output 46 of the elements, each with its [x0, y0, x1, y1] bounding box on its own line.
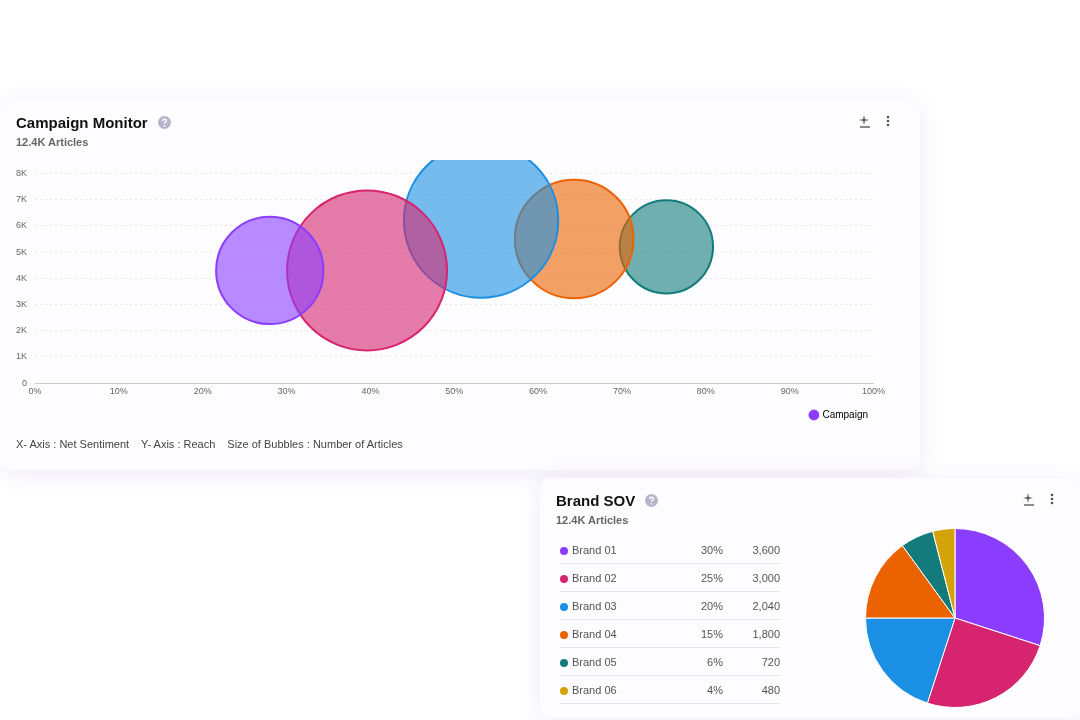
x-tick-label: 40% — [361, 386, 380, 397]
x-tick-label: 80% — [696, 386, 715, 397]
y-tick-label: 5K — [15, 246, 28, 257]
x-tick-label: 10% — [109, 386, 128, 397]
x-tick-label: 70% — [612, 386, 631, 397]
chart-subtitle: 12.4K Articles — [556, 514, 629, 526]
x-tick-label: 100% — [861, 386, 886, 397]
text: 3,000 — [722, 563, 780, 592]
text: 3,600 — [722, 536, 780, 564]
legend-label: Brand 02 — [572, 571, 617, 584]
y-tick-label: 8K — [15, 167, 28, 178]
text: 2,040 — [722, 591, 780, 620]
x-tick-label: 90% — [780, 386, 799, 397]
legend-label: Campaign — [822, 408, 869, 420]
y-tick-label: 4K — [15, 272, 28, 283]
x-tick-label: 30% — [277, 386, 296, 397]
text: 480 — [722, 675, 780, 704]
data-label: 6% — [677, 647, 723, 676]
legend-label: Brand 03 — [572, 599, 617, 612]
x-tick-label: 20% — [193, 386, 212, 397]
data-label: 25% — [677, 563, 723, 592]
y-tick-label: 3K — [15, 299, 28, 310]
x-tick-label: 0% — [28, 386, 42, 397]
legend-label: Brand 01 — [572, 543, 617, 556]
chart-title: Brand SOV — [556, 492, 636, 509]
legend-label: Brand 04 — [572, 627, 617, 640]
legend-label: Brand 06 — [572, 683, 617, 696]
data-label: 4% — [677, 675, 723, 704]
data-label: 20% — [677, 591, 723, 620]
y-tick-label: 6K — [15, 220, 28, 231]
text: X- Axis : Net Sentiment — [16, 438, 130, 450]
y-tick-label: 7K — [15, 194, 28, 205]
y-tick-label: 2K — [15, 325, 28, 336]
data-label: 30% — [677, 536, 723, 564]
text: Size of Bubbles : Number of Articles — [227, 438, 403, 450]
legend-label: Brand 05 — [572, 655, 617, 668]
text: 1,800 — [722, 619, 780, 648]
x-tick-label: 50% — [445, 386, 464, 397]
chart-subtitle: 12.4K Articles — [16, 136, 89, 148]
y-tick-label: 1K — [15, 351, 28, 362]
text: 720 — [722, 647, 780, 676]
text: Y- Axis : Reach — [141, 438, 216, 450]
chart-title: Campaign Monitor — [16, 114, 148, 131]
y-tick-label: 0 — [21, 377, 28, 388]
data-label: 15% — [677, 619, 723, 648]
x-tick-label: 60% — [529, 386, 548, 397]
